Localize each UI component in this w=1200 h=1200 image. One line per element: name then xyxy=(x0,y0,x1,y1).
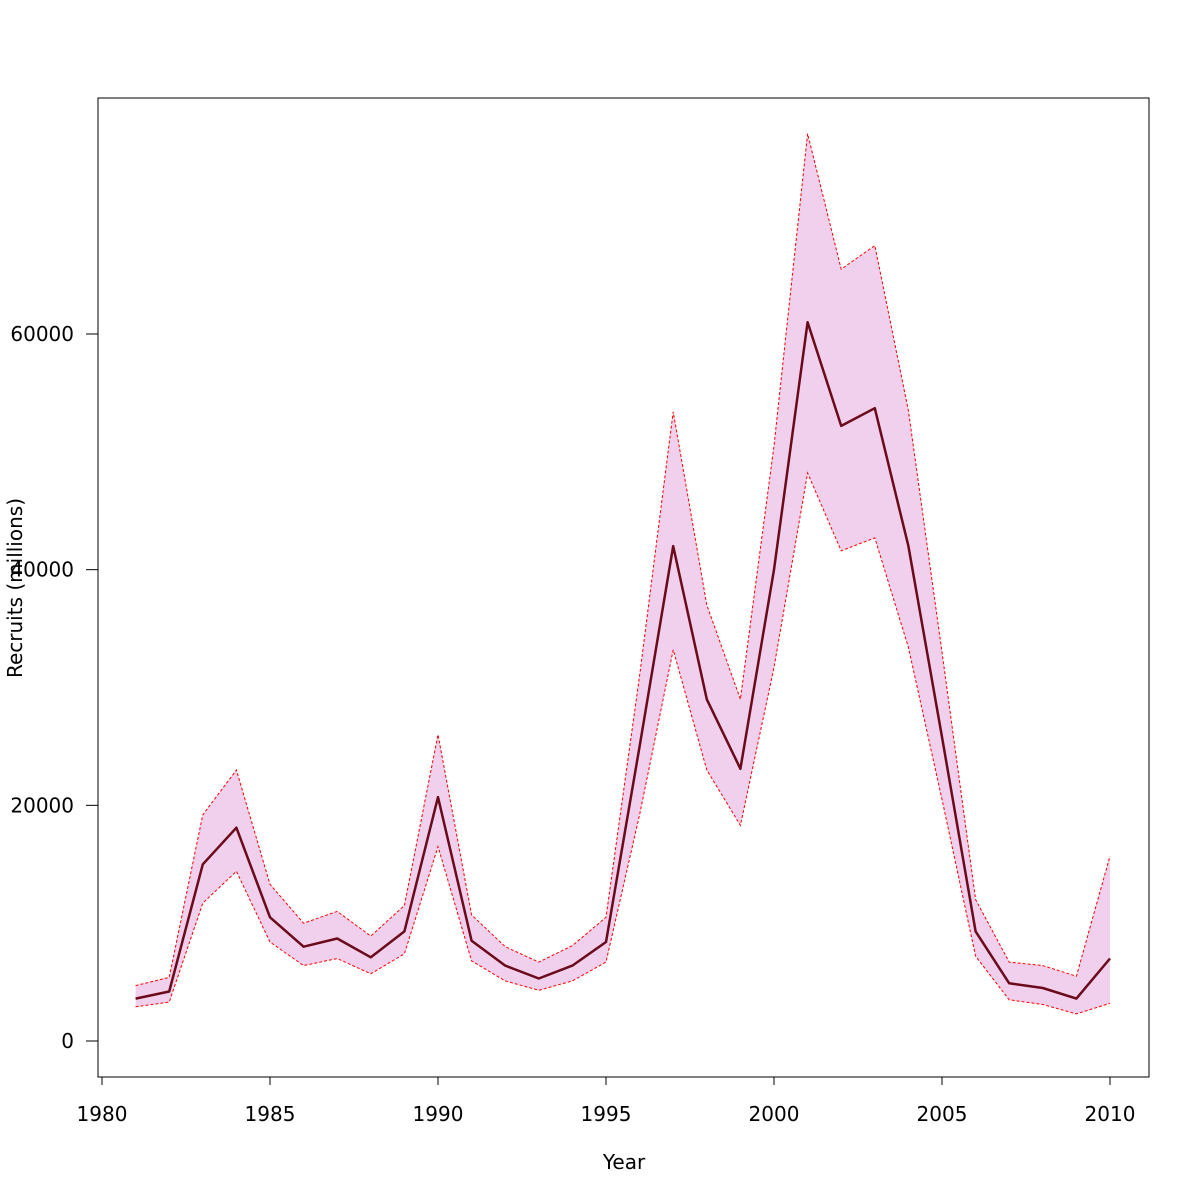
x-tick-label: 1985 xyxy=(245,1102,296,1126)
x-axis: 1980 1985 1990 1995 2000 2005 2010 xyxy=(77,1076,1136,1126)
y-tick-label: 60000 xyxy=(10,322,74,346)
x-axis-title: Year xyxy=(602,1150,646,1174)
x-tick-label: 1980 xyxy=(77,1102,128,1126)
upper-bound-line xyxy=(135,133,1111,987)
x-tick-label: 1990 xyxy=(413,1102,464,1126)
confidence-band-area xyxy=(135,133,1111,1014)
estimate-line xyxy=(135,320,1111,1000)
x-tick-label: 2000 xyxy=(749,1102,800,1126)
y-axis: 0 20000 40000 60000 xyxy=(10,322,99,1053)
confidence-band-layer xyxy=(135,133,1111,1015)
lower-bound-line xyxy=(135,471,1111,1015)
y-axis-title: Recruits (millions) xyxy=(3,498,27,678)
y-tick-label: 0 xyxy=(61,1029,74,1053)
y-tick-label: 40000 xyxy=(10,558,74,582)
x-tick-label: 2010 xyxy=(1085,1102,1136,1126)
x-tick-label: 2005 xyxy=(917,1102,968,1126)
y-tick-label: 20000 xyxy=(10,793,74,817)
x-tick-label: 1995 xyxy=(581,1102,632,1126)
estimate-line-layer xyxy=(135,320,1111,1000)
